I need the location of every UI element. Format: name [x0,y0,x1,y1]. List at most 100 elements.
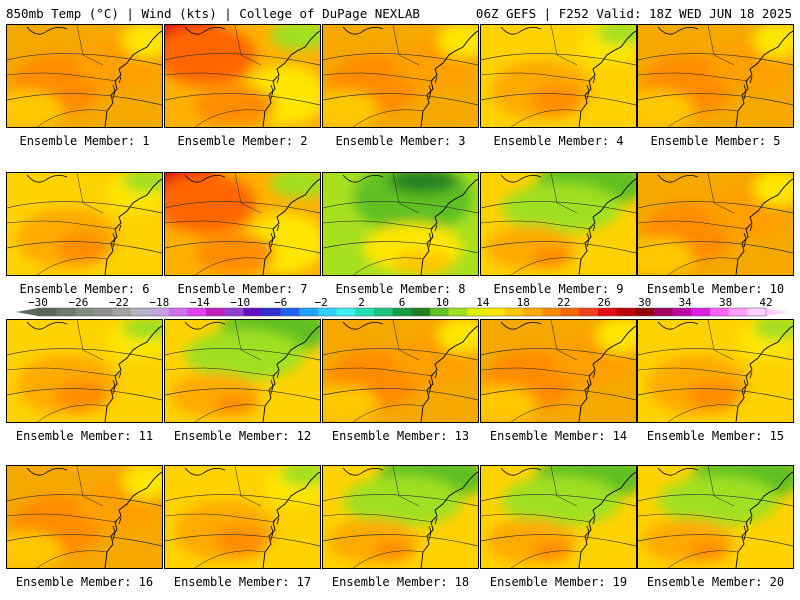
ensemble-member-label: Ensemble Member: 2 [177,134,308,148]
ensemble-member-label: Ensemble Member: 7 [177,282,308,296]
ensemble-member-map [480,172,637,276]
ensemble-member-map [637,319,794,423]
ensemble-member-map [322,24,479,128]
temperature-field [165,466,320,568]
colorbar-swatch [150,308,169,316]
temperature-field [638,320,793,422]
colorbar-swatch [598,308,617,316]
ensemble-member-label: Ensemble Member: 4 [493,134,624,148]
temperature-field [638,466,793,568]
colorbar-tick-label: 10 [436,296,449,309]
colorbar-swatch [168,308,188,316]
temperature-field [638,173,793,275]
ensemble-member-map [164,24,321,128]
ensemble-member-map [480,24,637,128]
coastline [420,471,478,568]
ensemble-member-label: Ensemble Member: 20 [646,575,785,589]
colorbar-swatch [224,308,244,316]
colorbar-swatch [94,308,113,316]
colorbar-swatch [206,308,225,316]
colorbar-swatch [355,308,375,316]
ensemble-member-map [6,24,163,128]
coastline [420,325,478,422]
colorbar-swatch [523,308,543,316]
colorbar-tick-label: −30 [28,296,48,309]
colorbar-swatch [299,308,319,316]
map-title: 850mb Temp (°C) | Wind (kts) | College o… [6,6,420,21]
coastline [420,178,478,275]
ensemble-member-label: Ensemble Member: 15 [646,429,785,443]
ensemble-member-label: Ensemble Member: 8 [335,282,466,296]
colorbar-swatch [336,308,356,316]
temperature-field [481,173,636,275]
ensemble-member-map [480,465,637,569]
coastline [104,30,162,127]
colorbar-tick-label: 18 [517,296,530,309]
ensemble-member-label: Ensemble Member: 10 [646,282,785,296]
colorbar-arrow-right [766,308,788,316]
ensemble-member-map [164,465,321,569]
colorbar-arrow-left [16,308,38,316]
temperature-field [7,25,162,127]
ensemble-member-map [322,465,479,569]
coastline [578,178,636,275]
ensemble-member-label: Ensemble Member: 9 [493,282,624,296]
colorbar-tick-label: 38 [719,296,732,309]
temperature-field [323,173,478,275]
ensemble-member-map [480,319,637,423]
colorbar-tick-label: 34 [678,296,692,309]
temperature-field [481,320,636,422]
coastline [262,30,320,127]
ensemble-member-label: Ensemble Member: 16 [15,575,154,589]
ensemble-member-map [6,465,163,569]
ensemble-member-map [322,172,479,276]
colorbar-swatch [728,308,748,316]
colorbar-tick-label: 6 [399,296,406,309]
colorbar-tick-label: −22 [109,296,129,309]
ensemble-member-label: Ensemble Member: 1 [19,134,150,148]
ensemble-member-label: Ensemble Member: 12 [173,429,312,443]
coastline [262,325,320,422]
temperature-field [165,173,320,275]
ensemble-member-label: Ensemble Member: 13 [331,429,470,443]
colorbar-tick-label: 26 [598,296,611,309]
temperature-field [7,320,162,422]
coastline [735,178,793,275]
coastline [104,178,162,275]
colorbar-tick-label: 42 [759,296,772,309]
ensemble-member-map [164,172,321,276]
colorbar-swatch [691,308,711,316]
ensemble-member-label: Ensemble Member: 14 [489,429,628,443]
colorbar-tick-label: −14 [190,296,210,309]
colorbar-swatch [56,308,76,316]
colorbar-tick-label: −10 [230,296,250,309]
coastline [735,325,793,422]
model-run-info: 06Z GEFS | F252 Valid: 18Z WED JUN 18 20… [475,6,792,21]
coastline [104,325,162,422]
temperature-field [481,466,636,568]
colorbar-swatch [710,308,729,316]
colorbar-swatch [262,308,281,316]
ensemble-member-map [6,319,163,423]
colorbar-swatch [187,308,207,316]
ensemble-member-map [637,172,794,276]
colorbar-swatch [467,308,487,316]
ensemble-member-label: Ensemble Member: 19 [489,575,628,589]
colorbar-swatch [579,308,599,316]
colorbar-swatch [38,308,57,316]
colorbar-swatch [635,308,655,316]
colorbar-tick-label: −2 [314,296,327,309]
coastline [578,30,636,127]
colorbar-swatch [411,308,431,316]
coastline [578,471,636,568]
temperature-field [7,173,162,275]
colorbar-swatch [616,308,636,316]
temperature-field [7,466,162,568]
colorbar-tick-label: 22 [557,296,570,309]
ensemble-member-label: Ensemble Member: 11 [15,429,154,443]
ensemble-member-label: Ensemble Member: 5 [650,134,781,148]
colorbar-tick-label: 30 [638,296,651,309]
colorbar-swatch [318,308,337,316]
colorbar-swatch [560,308,580,316]
colorbar-swatch [112,308,132,316]
